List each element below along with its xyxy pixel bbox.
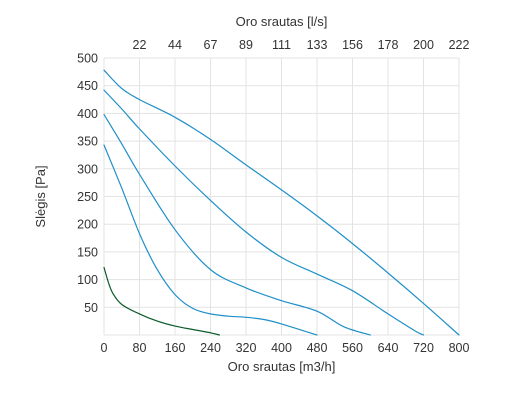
series-line-4 (103, 144, 318, 336)
grid (103, 57, 460, 336)
y-tick-label: 400 (77, 107, 98, 121)
y-tick-label: 500 (77, 52, 98, 66)
x-tick-label: 160 (165, 341, 186, 355)
series-line-1 (103, 69, 460, 336)
x-tick-label: 480 (307, 341, 328, 355)
x2-tick-label: 178 (378, 38, 399, 52)
series-line-5 (103, 266, 220, 336)
x2-tick-label: 111 (272, 38, 291, 52)
x-tick-label: 240 (200, 341, 221, 355)
x2-tick-label: 222 (449, 38, 470, 52)
x-tick-label: 320 (236, 341, 257, 355)
x2-tick-label: 44 (168, 38, 182, 52)
y-tick-label: 150 (77, 245, 98, 259)
tick-labels: 0 80 160 240 320 400 480 560 640 720 800 50 100 150 20… (77, 38, 469, 355)
series-line-2 (103, 89, 425, 336)
x2-tick-label: 156 (342, 38, 363, 52)
x2-tick-label: 67 (204, 38, 218, 52)
y-tick-label: 300 (77, 162, 98, 176)
x-tick-label: 560 (342, 341, 363, 355)
x-tick-label: 720 (413, 341, 434, 355)
x2-tick-label: 89 (239, 38, 253, 52)
y-tick-label: 250 (77, 190, 98, 204)
y-tick-label: 350 (77, 135, 98, 149)
curves (103, 69, 460, 336)
x2-tick-label: 22 (133, 38, 147, 52)
x2-tick-label: 133 (307, 38, 328, 52)
x2-tick-label: 200 (413, 38, 434, 52)
series-line-3 (103, 113, 371, 336)
x-tick-label: 800 (449, 341, 470, 355)
y-tick-label: 200 (77, 218, 98, 232)
y-tick-label: 450 (77, 79, 98, 93)
x-tick-label: 80 (133, 341, 147, 355)
x-tick-label: 400 (271, 341, 292, 355)
y-tick-label: 50 (84, 301, 98, 315)
y-tick-label: 100 (77, 273, 98, 287)
x-tick-label: 640 (378, 341, 399, 355)
x-axis-title: Oro srautas [m3/h] (228, 359, 336, 374)
x-tick-label: 0 (101, 341, 108, 355)
y-axis-title: Slėgis [Pa] (33, 165, 48, 227)
top-axis-title: Oro srautas [l/s] (236, 14, 328, 29)
